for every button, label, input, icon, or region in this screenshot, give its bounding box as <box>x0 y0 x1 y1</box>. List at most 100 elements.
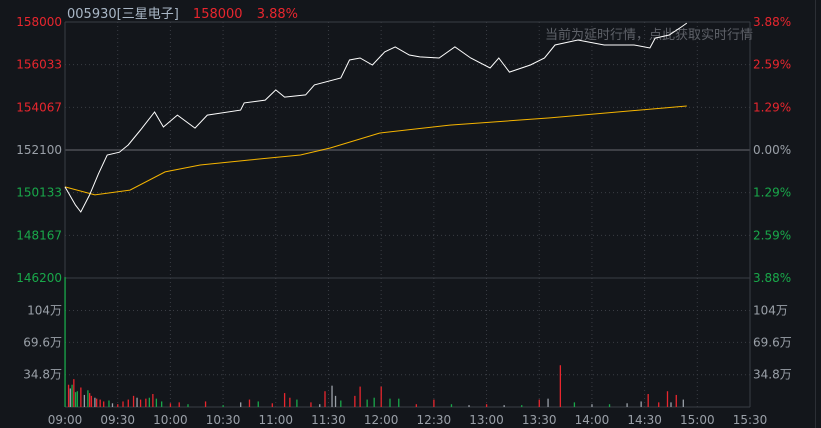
change-percent: 3.88% <box>256 7 299 22</box>
volume-bar <box>74 392 77 407</box>
volume-bar <box>83 394 86 407</box>
volume-bar <box>538 399 540 407</box>
price-tick-label: 158000 <box>16 15 62 29</box>
volume-bar <box>96 398 98 407</box>
volume-bar <box>103 401 105 407</box>
price-tick-label: 154067 <box>16 100 62 114</box>
volume-tick-label: 34.8万 <box>753 368 792 382</box>
volume-bar <box>139 399 142 407</box>
time-tick-label: 15:30 <box>733 413 768 427</box>
volume-bar <box>503 405 505 407</box>
percent-tick-label: 1.29% <box>753 186 791 200</box>
time-tick-label: 12:30 <box>417 413 452 427</box>
volume-bar <box>117 404 119 407</box>
volume-bar <box>69 388 71 407</box>
volume-bar <box>573 402 576 407</box>
volume-tick-label: 69.6万 <box>753 335 792 349</box>
volume-bar <box>169 403 172 407</box>
percent-tick-label: 1.29% <box>753 100 791 114</box>
volume-bar <box>88 393 91 407</box>
volume-bar <box>155 398 158 407</box>
volume-bar <box>187 404 189 407</box>
volume-bar <box>99 399 101 407</box>
volume-bar <box>468 405 470 407</box>
stock-header: 005930[三星电子] 158000 3.88% <box>67 3 308 22</box>
volume-bar <box>389 398 391 407</box>
volume-bar <box>248 399 251 407</box>
volume-tick-label: 69.6万 <box>23 335 62 349</box>
price-tick-label: 148167 <box>16 228 62 242</box>
delayed-quote-notice[interactable]: 当前为延时行情，点此获取实时行情 <box>545 28 754 43</box>
time-tick-label: 14:30 <box>627 413 662 427</box>
percent-tick-label: 2.59% <box>753 228 791 242</box>
volume-bar <box>145 398 147 407</box>
volume-bar <box>271 403 273 407</box>
volume-bar <box>640 401 642 407</box>
volume-bar <box>204 401 207 407</box>
volume-bar <box>122 401 124 407</box>
volume-bar <box>132 395 135 407</box>
volume-bar <box>340 400 342 407</box>
volume-bar <box>152 394 154 407</box>
volume-bar <box>90 395 93 407</box>
volume-bar <box>67 384 70 407</box>
volume-bar <box>108 400 110 407</box>
volume-bar <box>240 402 242 407</box>
volume-bar <box>319 404 321 407</box>
percent-tick-label: 3.88% <box>753 15 791 29</box>
volume-bar <box>334 395 337 407</box>
time-tick-label: 14:00 <box>575 413 610 427</box>
time-tick-label: 09:00 <box>48 413 83 427</box>
volume-bar <box>324 391 326 407</box>
volume-bar <box>73 379 75 407</box>
time-tick-label: 09:30 <box>100 413 135 427</box>
volume-bar <box>148 397 151 407</box>
volume-bar <box>380 386 382 407</box>
time-tick-label: 13:30 <box>522 413 557 427</box>
volume-bar <box>87 390 89 407</box>
volume-bar <box>450 404 453 407</box>
volume-bar <box>222 405 224 407</box>
volume-bar <box>670 402 672 407</box>
volume-bar <box>76 391 78 407</box>
volume-bar <box>433 399 435 407</box>
volume-bar <box>398 398 400 407</box>
volume-bar <box>71 384 73 407</box>
volume-bar <box>80 387 82 407</box>
volume-bar <box>94 397 96 407</box>
time-tick-label: 15:00 <box>680 413 715 427</box>
volume-bar <box>354 395 356 407</box>
volume-bar <box>373 397 375 407</box>
volume-bar <box>415 404 417 407</box>
volume-bar <box>485 404 488 407</box>
volume-bar <box>608 404 611 407</box>
volume-bar <box>647 394 649 407</box>
right-border <box>815 0 816 428</box>
volume-bar <box>359 386 361 407</box>
time-tick-label: 12:00 <box>364 413 399 427</box>
time-tick-label: 13:00 <box>469 413 504 427</box>
volume-bar <box>283 393 286 407</box>
volume-bar <box>658 402 660 407</box>
volume-bar <box>547 398 549 407</box>
price-line <box>64 22 688 213</box>
volume-bar <box>161 401 163 407</box>
volume-bar <box>682 399 684 407</box>
volume-bar <box>127 399 129 407</box>
volume-bar <box>666 391 669 407</box>
volume-bar <box>521 405 523 407</box>
price-tick-label: 156033 <box>16 58 62 72</box>
volume-bar <box>111 403 114 407</box>
time-tick-label: 10:00 <box>153 413 188 427</box>
percent-tick-label: 3.88% <box>753 271 791 285</box>
volume-bar <box>136 397 138 407</box>
percent-tick-label: 2.59% <box>753 58 791 72</box>
average-price-line <box>64 105 687 196</box>
volume-bar <box>626 403 628 407</box>
volume-bar <box>257 401 259 407</box>
time-tick-label: 11:00 <box>258 413 293 427</box>
volume-bar <box>296 399 298 407</box>
volume-bar <box>591 404 593 407</box>
volume-bar <box>331 385 333 407</box>
